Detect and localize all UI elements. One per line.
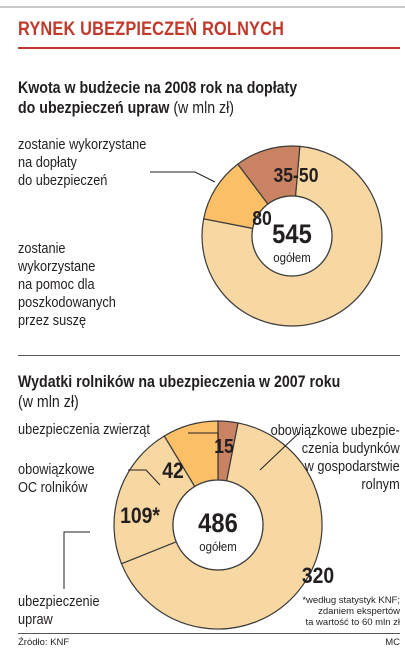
chart2-label-crops: ubezpieczenie upraw (18, 593, 100, 629)
chart1-label-drought: zostanie wykorzystane na pomoc dla poszk… (18, 240, 116, 330)
chart2-label-oc-l1: obowiązkowe (18, 462, 95, 478)
chart1-label-drought-l4: poszkodowanych (18, 295, 116, 311)
page-title: RYNEK UBEZPIECZEŃ ROLNYCH (18, 19, 285, 40)
author-credit: MC (385, 637, 400, 648)
chart2-title-unit: (w mln zł) (18, 393, 79, 411)
chart1-label-drought-l1: zostanie (18, 241, 66, 257)
chart1-label-subsidies-l1: zostanie wykorzystane (18, 137, 147, 153)
chart1-label-subsidies-l2: na dopłaty (18, 155, 77, 171)
chart2-label-buildings-l2: czenia budynków (302, 441, 400, 457)
top-rule (0, 6, 405, 8)
chart2-label-buildings-l3: w gospodarstwie (304, 459, 400, 475)
chart2-leader-buildings (259, 431, 301, 471)
chart2-title-line1: Wydatki rolników na ubezpieczenia w 2007… (18, 373, 341, 391)
chart2-label-buildings-l4: rolnym (361, 477, 400, 493)
chart1-label-drought-l2: wykorzystane (18, 259, 96, 275)
title-underline (18, 47, 400, 49)
chart2-leader-crops (63, 531, 90, 589)
chart2-label-oc: obowiązkowe OC rolników (18, 461, 95, 497)
chart2-label-crops-l1: ubezpieczenie (18, 594, 100, 610)
chart2-label-buildings: obowiązkowe ubezpie- czenia budynków w g… (271, 422, 400, 494)
chart2-label-animals: ubezpieczenia zwierząt (18, 422, 150, 438)
chart2-label-109: 109* (120, 504, 161, 528)
chart2-title: Wydatki rolników na ubezpieczenia w 2007… (18, 372, 340, 412)
chart1-label-35-50: 35-50 (274, 164, 319, 186)
section-divider (18, 355, 400, 356)
chart1-center (251, 195, 333, 277)
chart2-leader-animals (188, 432, 219, 446)
chart2-label-crops-l2: upraw (18, 612, 53, 628)
chart1-label-subsidies: zostanie wykorzystane na dopłaty do ubez… (18, 136, 146, 190)
source-note: Źródło: KNF (18, 637, 70, 648)
footer-rule (18, 633, 400, 634)
chart2-label-oc-l2: OC rolników (18, 480, 88, 496)
chart1-title-unit: (w mln zł) (169, 99, 235, 117)
chart2-total-value: 486 (198, 509, 238, 539)
chart1-title-line1: Kwota w budżecie na 2008 rok na dopłaty (18, 79, 298, 97)
chart2-label-buildings-l1: obowiązkowe ubezpie- (270, 423, 400, 439)
chart2-label-15: 15 (214, 435, 234, 457)
chart1-label-drought-l5: przez suszę (18, 313, 87, 329)
chart2-total-label: ogółem (199, 539, 237, 554)
chart1-title-line2: do ubezpieczeń upraw (18, 99, 170, 117)
chart2-footnote: *według statystyk KNF; zdaniem ekspertów… (302, 595, 400, 628)
chart2-label-320: 320 (302, 564, 334, 588)
chart2-footnote-l2: zdaniem ekspertów (318, 606, 400, 617)
chart1-total-label: ogółem (273, 250, 311, 265)
chart1-label-subsidies-l3: do ubezpieczeń (18, 173, 108, 189)
chart1-total-value: 545 (272, 220, 312, 250)
chart2-leader-oc (128, 469, 161, 486)
chart1-leader-subsidies (150, 171, 216, 183)
chart2-footnote-l1: *według statystyk KNF; (302, 595, 400, 606)
chart1-label-drought-l3: na pomoc dla (18, 277, 95, 293)
chart2-center (172, 479, 264, 571)
chart2-footnote-l3: ta wartość to 60 mln zł (305, 617, 400, 628)
chart1-title: Kwota w budżecie na 2008 rok na dopłaty … (18, 78, 297, 118)
chart2-label-42: 42 (162, 459, 184, 483)
chart1-label-80: 80 (252, 207, 272, 229)
